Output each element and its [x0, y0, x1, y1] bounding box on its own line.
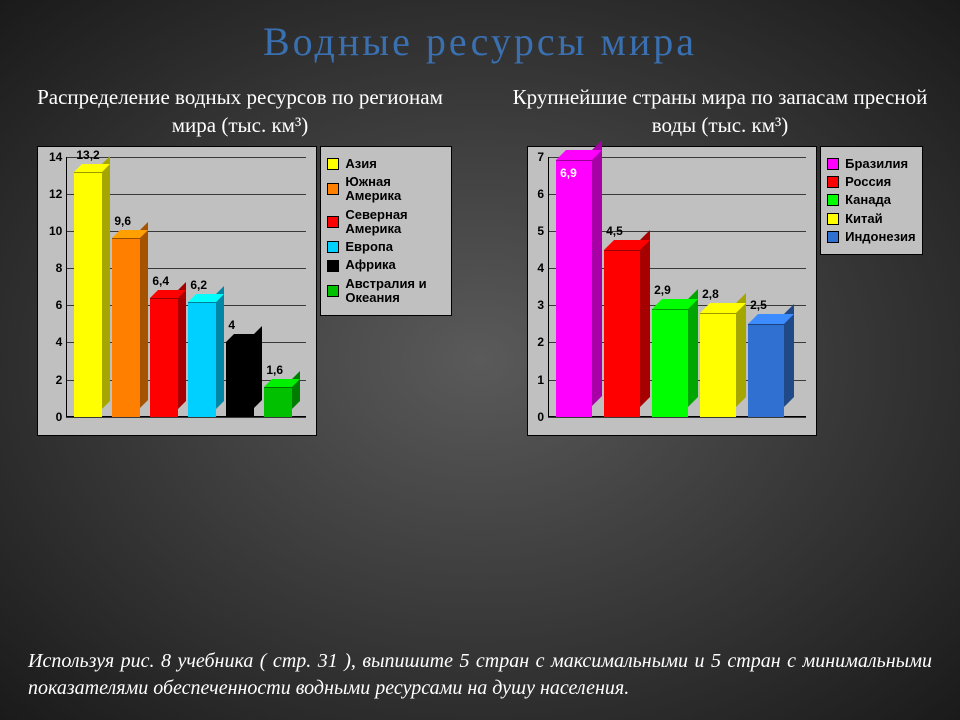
legend-label: Австралия и Океания [345, 277, 445, 306]
legend-label: Россия [845, 175, 891, 189]
bar [264, 387, 292, 417]
bar [188, 302, 216, 417]
bar [112, 238, 140, 416]
bar-value-label: 2,5 [750, 298, 767, 312]
right-subtitle: Крупнейшие страны мира по запасам пресно… [504, 83, 936, 140]
ytick-label: 14 [38, 150, 62, 164]
bar-value-label: 1,6 [266, 363, 283, 377]
legend-label: Европа [345, 240, 393, 254]
legend-label: Индонезия [845, 230, 916, 244]
left-chart-wrap: 0 2 4 6 8 10 12 14 13,2 9,6 6,4 6,2 4 1,6 Азия Южная А… [37, 146, 452, 436]
ytick-label: 12 [38, 187, 62, 201]
legend-swatch [327, 158, 339, 170]
ytick-label: 4 [528, 261, 544, 275]
legend-item: Индонезия [827, 230, 916, 244]
ytick-label: 1 [528, 373, 544, 387]
legend-label: Азия [345, 157, 376, 171]
bar [74, 172, 102, 417]
ytick-label: 0 [528, 410, 544, 424]
legend-item: Северная Америка [327, 208, 445, 237]
bar [226, 342, 254, 416]
legend-label: Бразилия [845, 157, 908, 171]
legend-item: Бразилия [827, 157, 916, 171]
bar-value-label: 9,6 [114, 214, 131, 228]
legend-item: Европа [327, 240, 445, 254]
ytick-label: 6 [528, 187, 544, 201]
legend-label: Китай [845, 212, 883, 226]
right-chart: 0 1 2 3 4 5 6 7 6,9 4,5 2,9 2,8 2,5 [527, 146, 817, 436]
bar-value-label: 2,9 [654, 283, 671, 297]
legend-item: Южная Америка [327, 175, 445, 204]
bar [652, 309, 688, 417]
bar-value-label: 6,2 [190, 278, 207, 292]
bar [604, 250, 640, 417]
bar-value-label: 4 [228, 318, 235, 332]
ytick-label: 10 [38, 224, 62, 238]
left-legend: Азия Южная Америка Северная Америка Европа А… [320, 146, 452, 317]
legend-swatch [327, 216, 339, 228]
bar-value-label: 6,9 [560, 166, 577, 180]
left-chart: 0 2 4 6 8 10 12 14 13,2 9,6 6,4 6,2 4 1,6 [37, 146, 317, 436]
bar [748, 324, 784, 417]
bar [556, 160, 592, 416]
bar [150, 298, 178, 417]
legend-label: Южная Америка [345, 175, 445, 204]
left-subtitle: Распределение водных ресурсов по региона… [24, 83, 456, 140]
bar-value-label: 6,4 [152, 274, 169, 288]
legend-swatch [827, 213, 839, 225]
bar [700, 313, 736, 417]
page-title: Водные ресурсы мира [0, 0, 960, 65]
legend-swatch [327, 285, 339, 297]
legend-item: Азия [327, 157, 445, 171]
legend-label: Северная Америка [345, 208, 445, 237]
legend-item: Россия [827, 175, 916, 189]
legend-swatch [327, 183, 339, 195]
bar-value-label: 4,5 [606, 224, 623, 238]
legend-item: Китай [827, 212, 916, 226]
ytick-label: 7 [528, 150, 544, 164]
bar-value-label: 13,2 [76, 148, 99, 162]
footer-text: Используя рис. 8 учебника ( стр. 31 ), в… [28, 648, 932, 702]
legend-item: Африка [327, 258, 445, 272]
ytick-label: 4 [38, 335, 62, 349]
right-chart-wrap: 0 1 2 3 4 5 6 7 6,9 4,5 2,9 2,8 2,5 Бразилия Россия Ка… [527, 146, 923, 436]
legend-swatch [827, 231, 839, 243]
ytick-label: 2 [528, 335, 544, 349]
right-legend: Бразилия Россия Канада Китай Индонезия [820, 146, 923, 255]
ytick-label: 2 [38, 373, 62, 387]
legend-swatch [827, 176, 839, 188]
bar-value-label: 2,8 [702, 287, 719, 301]
legend-swatch [827, 158, 839, 170]
legend-item: Канада [827, 193, 916, 207]
ytick-label: 5 [528, 224, 544, 238]
ytick-label: 0 [38, 410, 62, 424]
legend-label: Африка [345, 258, 395, 272]
ytick-label: 3 [528, 298, 544, 312]
charts-row: 0246810121413,29,66,46,241,6 АзияЮжная А… [0, 146, 960, 436]
legend-swatch [327, 260, 339, 272]
ytick-label: 8 [38, 261, 62, 275]
legend-swatch [827, 194, 839, 206]
subtitles-row: Распределение водных ресурсов по региона… [0, 83, 960, 140]
legend-label: Канада [845, 193, 891, 207]
ytick-label: 6 [38, 298, 62, 312]
legend-swatch [327, 241, 339, 253]
legend-item: Австралия и Океания [327, 277, 445, 306]
